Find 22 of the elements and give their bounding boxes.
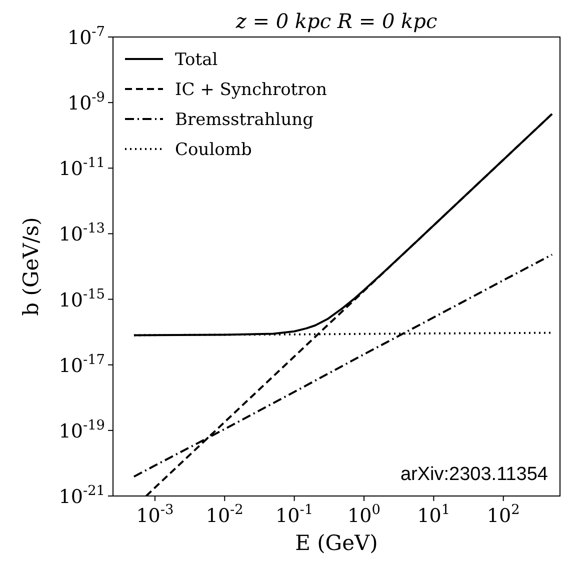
y-tick-label: 10$^{-11}$ [58,155,105,180]
y-tick-label: 10$^{-9}$ [67,90,105,115]
x-tick-label: 10$^{-3}$ [136,502,174,527]
x-tick-label: 10$^{-1}$ [276,502,314,527]
legend-label: Coulomb [175,140,252,160]
y-tick-label: 10$^{-19}$ [58,417,105,442]
y-tick-label: 10$^{-7}$ [67,24,105,49]
legend-label: Bremsstrahlung [175,110,314,130]
x-tick-label: 10$^{1}$ [417,502,450,527]
y-tick-label: 10$^{-21}$ [58,483,105,508]
legend-label: IC + Synchrotron [175,80,327,100]
y-tick-label: 10$^{-13}$ [58,220,105,246]
x-axis-title: E (GeV) [295,531,378,555]
annotation: arXiv:2303.11354 [400,464,548,485]
chart-title: z = 0 kpc R = 0 kpc [234,9,438,33]
y-tick-label: 10$^{-15}$ [58,286,105,312]
x-tick-label: 10$^{-2}$ [206,502,244,527]
y-tick-label: 10$^{-17}$ [58,352,105,377]
x-tick-label: 10$^{0}$ [348,502,380,527]
x-tick-label: 10$^{2}$ [486,502,520,527]
legend-label: Total [175,50,218,70]
y-axis-title: b (GeV/s) [19,217,43,316]
